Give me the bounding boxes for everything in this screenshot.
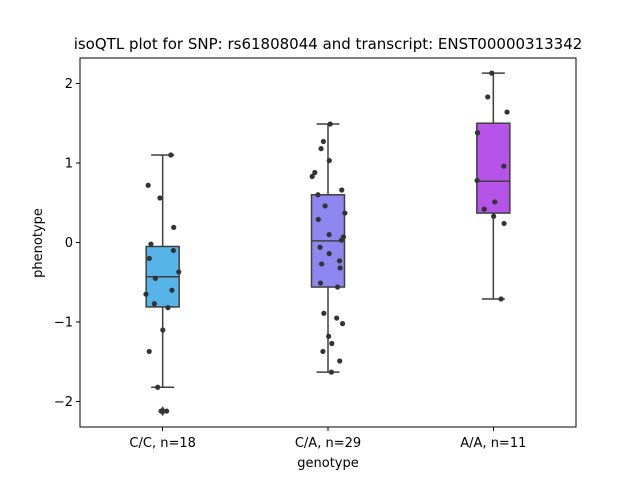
plot-area <box>143 70 511 417</box>
x-tick-label: C/A, n=29 <box>295 436 361 451</box>
data-point <box>168 152 174 158</box>
data-point <box>492 199 498 205</box>
data-point <box>326 251 332 257</box>
data-point <box>148 241 154 247</box>
data-point <box>474 130 481 136</box>
data-point <box>485 94 491 100</box>
data-point <box>336 258 343 264</box>
x-tick-label: C/C, n=18 <box>129 436 195 451</box>
data-point <box>152 275 158 281</box>
data-point <box>474 177 480 184</box>
data-point <box>151 301 157 307</box>
data-point <box>481 206 487 212</box>
data-point <box>158 408 164 414</box>
data-point <box>143 291 149 297</box>
data-point <box>326 231 332 238</box>
data-point <box>491 213 497 219</box>
data-point <box>163 408 170 414</box>
x-tick-label: A/A, n=11 <box>460 436 526 451</box>
data-point <box>320 348 326 355</box>
data-point <box>327 121 333 127</box>
data-point <box>160 327 166 333</box>
data-point <box>165 305 171 311</box>
chart-title: isoQTL plot for SNP: rs61808044 and tran… <box>74 35 583 53</box>
y-axis: −2 −1 0 1 2 <box>54 77 80 410</box>
data-point <box>146 348 152 355</box>
data-point <box>326 157 332 164</box>
data-point <box>328 369 335 375</box>
data-point <box>501 163 507 169</box>
data-point <box>320 138 326 145</box>
data-point <box>315 216 321 223</box>
data-point <box>171 224 177 230</box>
data-point <box>501 220 507 227</box>
x-axis: C/C, n=18 C/A, n=29 A/A, n=11 <box>129 427 526 451</box>
data-point <box>337 358 343 364</box>
data-point <box>155 384 161 390</box>
data-point <box>176 269 182 275</box>
data-point <box>312 169 318 176</box>
data-point <box>334 315 340 321</box>
data-point <box>334 284 341 290</box>
data-point <box>317 244 323 250</box>
data-point <box>339 187 345 193</box>
data-point <box>169 287 175 293</box>
data-point <box>326 333 332 339</box>
data-point <box>321 310 327 316</box>
box-group <box>309 121 348 375</box>
data-point <box>146 255 152 262</box>
data-point <box>337 265 343 271</box>
box-group <box>143 152 182 417</box>
data-point <box>309 173 315 180</box>
y-tick-label: −2 <box>54 395 73 410</box>
y-tick-label: −1 <box>54 316 73 331</box>
data-point <box>318 146 324 152</box>
box-group <box>474 70 511 302</box>
data-point <box>322 203 328 209</box>
data-point <box>489 70 495 76</box>
data-point <box>339 321 346 327</box>
data-point <box>342 210 348 216</box>
data-point <box>498 296 504 302</box>
data-point <box>145 182 151 188</box>
data-point <box>329 340 335 347</box>
data-point <box>338 237 345 243</box>
y-tick-label: 2 <box>65 77 73 92</box>
data-point <box>315 192 321 198</box>
y-tick-label: 0 <box>65 236 73 251</box>
data-point <box>170 247 177 254</box>
data-point <box>319 261 325 267</box>
y-axis-label: phenotype <box>31 208 46 278</box>
data-point <box>317 280 324 286</box>
data-point <box>504 109 510 115</box>
x-axis-label: genotype <box>297 456 358 471</box>
data-point <box>157 195 163 201</box>
y-tick-label: 1 <box>65 156 73 171</box>
